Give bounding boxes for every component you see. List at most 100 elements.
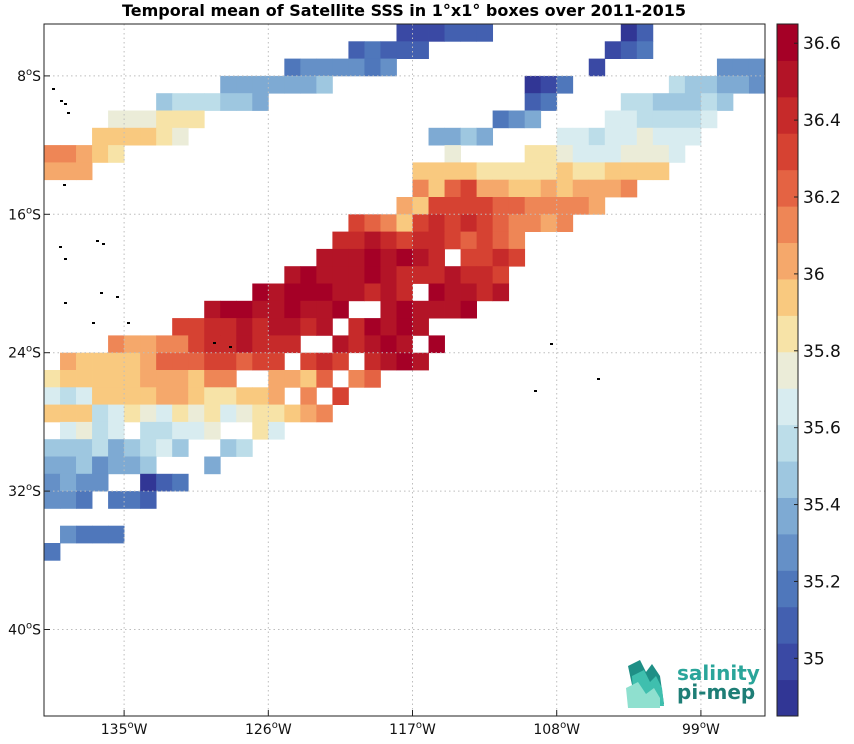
heatmap-cell bbox=[204, 404, 221, 423]
heatmap-cell bbox=[140, 421, 157, 440]
heatmap-cell bbox=[172, 335, 189, 354]
heatmap-cell bbox=[332, 266, 349, 284]
heatmap-cell bbox=[44, 404, 61, 423]
colorbar-segment bbox=[777, 351, 798, 389]
heatmap-cell bbox=[60, 404, 77, 423]
heatmap-cell bbox=[652, 93, 670, 111]
heatmap-cell bbox=[620, 145, 638, 163]
island-marker bbox=[534, 390, 537, 392]
heatmap-cell bbox=[620, 93, 638, 111]
x-tick-label: 108oW bbox=[533, 720, 580, 738]
heatmap-cell bbox=[620, 41, 638, 59]
heatmap-cell bbox=[524, 75, 542, 94]
heatmap-cell bbox=[236, 439, 253, 457]
heatmap-cell bbox=[76, 525, 93, 544]
heatmap-cell bbox=[444, 283, 461, 302]
heatmap-cell bbox=[636, 24, 654, 42]
heatmap-cell bbox=[380, 300, 397, 319]
heatmap-cell bbox=[220, 75, 237, 94]
heatmap-cell bbox=[172, 352, 189, 371]
colorbar-segment bbox=[777, 424, 798, 462]
heatmap-cell bbox=[348, 335, 365, 354]
heatmap-cell bbox=[300, 266, 317, 284]
heatmap-cell bbox=[156, 387, 173, 405]
heatmap-cell bbox=[540, 197, 558, 215]
salinity-pi-mep-logo: salinity pi-mep bbox=[626, 660, 760, 708]
colorbar-tick-label: 35.6 bbox=[803, 419, 841, 439]
heatmap-cell bbox=[332, 335, 349, 354]
heatmap-cell bbox=[444, 145, 461, 163]
colorbar-tick-label: 35.2 bbox=[803, 572, 841, 592]
heatmap-cell bbox=[156, 127, 173, 146]
heatmap-cell bbox=[252, 75, 269, 94]
heatmap-cell bbox=[732, 75, 750, 94]
heatmap-cell bbox=[60, 370, 77, 388]
heatmap-cell bbox=[668, 93, 686, 111]
heatmap-cell bbox=[252, 421, 269, 440]
heatmap-cell bbox=[428, 266, 445, 284]
heatmap-cell bbox=[348, 283, 365, 302]
heatmap-cell bbox=[380, 318, 397, 336]
heatmap-cell bbox=[172, 370, 189, 388]
heatmap-cell bbox=[76, 352, 93, 371]
heatmap-cell bbox=[620, 24, 638, 42]
heatmap-cell bbox=[364, 318, 381, 336]
heatmap-cell bbox=[300, 318, 317, 336]
heatmap-cell bbox=[668, 110, 686, 129]
heatmap-cell bbox=[396, 335, 413, 354]
heatmap-cell bbox=[316, 58, 333, 77]
colorbar-segment bbox=[777, 133, 798, 171]
heatmap-cell bbox=[140, 491, 157, 509]
chart-title: Temporal mean of Satellite SSS in 1°x1° … bbox=[122, 1, 686, 20]
heatmap-cell bbox=[412, 162, 429, 181]
heatmap-cell bbox=[380, 335, 397, 354]
heatmap-cell bbox=[156, 335, 173, 354]
heatmap-cell bbox=[604, 179, 622, 198]
island-marker bbox=[64, 302, 67, 304]
heatmap-cell bbox=[44, 491, 61, 509]
heatmap-cell bbox=[412, 300, 429, 319]
heatmap-cell bbox=[460, 266, 477, 284]
heatmap-cell bbox=[444, 231, 461, 250]
heatmap-cell bbox=[124, 335, 141, 354]
heatmap-cell bbox=[540, 75, 558, 94]
heatmap-cell bbox=[60, 456, 77, 475]
heatmap-cell bbox=[76, 473, 93, 492]
heatmap-cell bbox=[188, 93, 205, 111]
heatmap-cell bbox=[44, 456, 61, 475]
heatmap-cell bbox=[348, 231, 365, 250]
heatmap-cell bbox=[540, 145, 558, 163]
heatmap-cell bbox=[492, 197, 510, 215]
heatmap-cell bbox=[220, 439, 237, 457]
heatmap-cell bbox=[172, 93, 189, 111]
heatmap-cell bbox=[508, 248, 526, 267]
heatmap-cell bbox=[300, 300, 317, 319]
heatmap-cell bbox=[492, 266, 510, 284]
heatmap-cell bbox=[396, 283, 413, 302]
heatmap-cell bbox=[700, 75, 718, 94]
heatmap-cell bbox=[476, 248, 494, 267]
heatmap-cell bbox=[460, 283, 477, 302]
heatmap-cell bbox=[204, 335, 221, 354]
heatmap-cell bbox=[60, 491, 77, 509]
x-tick-label: 99oW bbox=[682, 720, 720, 738]
heatmap-cell bbox=[92, 387, 109, 405]
heatmap-cell bbox=[748, 75, 766, 94]
heatmap-cell bbox=[364, 41, 381, 59]
heatmap-cell bbox=[604, 41, 622, 59]
heatmap-cell bbox=[412, 352, 429, 371]
heatmap-cell bbox=[252, 335, 269, 354]
island-marker bbox=[96, 240, 99, 242]
heatmap-cell bbox=[268, 318, 285, 336]
heatmap-cell bbox=[188, 387, 205, 405]
x-tick-label: 126oW bbox=[245, 720, 292, 738]
heatmap-cell bbox=[300, 75, 317, 94]
island-marker bbox=[52, 88, 55, 90]
heatmap-cell bbox=[492, 231, 510, 250]
island-marker bbox=[127, 322, 130, 324]
heatmap-cell bbox=[300, 387, 317, 405]
heatmap-cell bbox=[220, 404, 237, 423]
heatmap-cell bbox=[204, 387, 221, 405]
heatmap-cell bbox=[428, 197, 445, 215]
